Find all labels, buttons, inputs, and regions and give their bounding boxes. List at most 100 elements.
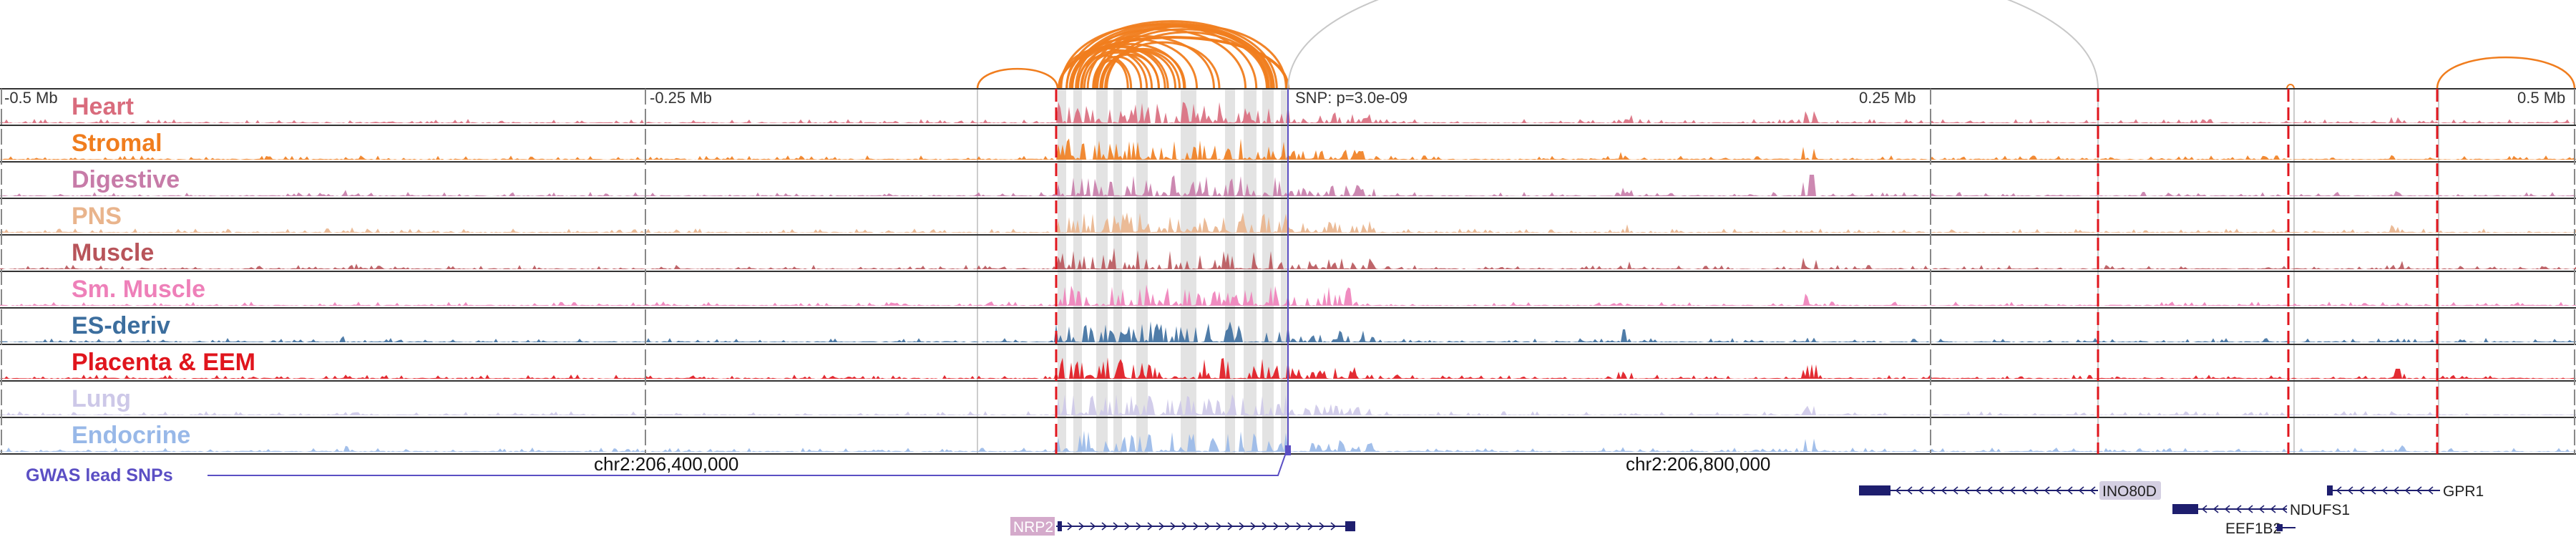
strand-arrow <box>1170 522 1176 531</box>
track-label-placenta: Placenta & EEM <box>72 349 255 376</box>
strand-arrow <box>1136 522 1142 531</box>
strand-arrow <box>2336 486 2342 495</box>
strand-arrow <box>2044 486 2050 495</box>
strand-arrow <box>2347 486 2353 495</box>
track-label-lung: Lung <box>72 385 131 412</box>
gwas-label: GWAS lead SNPs <box>26 465 173 485</box>
gwas-connector <box>208 446 1289 476</box>
strand-arrow <box>2212 505 2219 513</box>
gene-label: NRP2 <box>1013 519 1053 536</box>
track-signal <box>0 175 2576 196</box>
strand-arrow <box>2427 486 2434 495</box>
loop-arc <box>2286 84 2295 90</box>
strand-arrow <box>1895 486 1901 495</box>
track-label-stromal: Stromal <box>72 130 162 157</box>
loop-arc <box>1093 24 1287 90</box>
strand-arrow <box>1941 486 1947 495</box>
gene-label: EEF1B2 <box>2225 521 2281 537</box>
strand-arrow <box>1204 522 1211 531</box>
strand-arrow <box>1262 522 1268 531</box>
gene-gpr1: GPR1 <box>2327 483 2484 500</box>
strand-arrow <box>1918 486 1924 495</box>
strand-arrow <box>2370 486 2376 495</box>
loop-arc <box>1287 0 2099 90</box>
gene-nrp2: NRP2 <box>1010 517 1355 536</box>
strand-arrow <box>2067 486 2073 495</box>
coordinate-label: chr2:206,400,000 <box>594 453 738 475</box>
strand-arrow <box>2381 486 2388 495</box>
gene-exon <box>1058 521 1062 531</box>
strand-arrow <box>2235 505 2242 513</box>
loop-arc <box>1080 49 1161 90</box>
gene-label-bg <box>2099 481 2161 500</box>
strand-arrow <box>1307 522 1314 531</box>
strand-arrow <box>1101 522 1108 531</box>
gwas-track: GWAS lead SNPs <box>26 445 1291 485</box>
loop-arc <box>1094 59 1129 90</box>
strand-arrow <box>1929 486 1936 495</box>
strand-arrow <box>2358 486 2365 495</box>
loop-arc <box>1101 49 1181 90</box>
loop-arc <box>1058 36 1289 90</box>
strand-arrow <box>1273 522 1279 531</box>
strand-arrow <box>2404 486 2411 495</box>
strand-arrow <box>1158 522 1165 531</box>
snp-label: SNP: p=3.0e-09 <box>1295 89 1407 107</box>
gwas-snp-marker <box>1285 445 1291 455</box>
strand-arrow <box>2032 486 2039 495</box>
loop-arc <box>1065 37 1199 90</box>
gene-track: NRP2 INO80D NDUFS1 EEF1B2 <box>1010 481 2484 537</box>
track-label-digestive: Digestive <box>72 166 180 193</box>
axis-tick-label: 0.25 Mb <box>1859 89 1916 107</box>
gene-label: NDUFS1 <box>2290 502 2350 518</box>
strand-arrow <box>1284 522 1291 531</box>
track-label-pns: PNS <box>72 203 122 230</box>
gene-ndufs1: NDUFS1 <box>2172 502 2350 518</box>
strand-arrow <box>2078 486 2084 495</box>
gene-exon <box>2172 504 2198 514</box>
track-label-es-deriv: ES-deriv <box>72 312 170 339</box>
loop-arc <box>2436 56 2576 90</box>
gene-exon <box>2277 524 2283 531</box>
track-signal <box>0 248 2576 269</box>
strand-arrow <box>2281 505 2288 513</box>
region-markers <box>1055 89 2439 454</box>
gene-exon <box>1345 521 1355 531</box>
strand-arrow <box>1193 522 1199 531</box>
strand-arrow <box>2021 486 2027 495</box>
strand-arrow <box>1998 486 2004 495</box>
strand-arrow <box>2258 505 2265 513</box>
strand-arrows <box>2336 486 2434 495</box>
gene-label: INO80D <box>2102 483 2157 500</box>
axis-tick-label: 0.5 Mb <box>2517 89 2565 107</box>
strand-arrow <box>1319 522 1325 531</box>
loop-arc <box>1104 41 1221 90</box>
strand-arrows <box>2201 505 2288 513</box>
strand-arrows <box>1895 486 2096 495</box>
strand-arrow <box>1124 522 1131 531</box>
strand-arrow <box>1078 522 1085 531</box>
axis-tick-label: -0.25 Mb <box>650 89 712 107</box>
gene-exon <box>1859 485 1890 495</box>
strand-arrow <box>1216 522 1222 531</box>
strand-arrow <box>1330 522 1337 531</box>
strand-arrow <box>2089 486 2096 495</box>
strand-arrows <box>1067 522 1337 531</box>
strand-arrow <box>2009 486 2016 495</box>
loop-arc <box>1076 42 1186 90</box>
loop-arcs <box>976 0 2576 90</box>
strand-arrow <box>1952 486 1958 495</box>
strand-arrow <box>1296 522 1302 531</box>
strand-arrow <box>2393 486 2399 495</box>
strand-arrow <box>2247 505 2253 513</box>
strand-arrow <box>1147 522 1153 531</box>
strand-arrow <box>1181 522 1188 531</box>
loop-arc <box>1083 51 1153 90</box>
loop-arc <box>976 67 1059 90</box>
gene-label-bg <box>1010 517 1055 536</box>
coordinate-labels: chr2:206,400,000 chr2:206,800,000 <box>594 453 1770 475</box>
track-label-endocrine: Endocrine <box>72 422 190 449</box>
strand-arrow <box>1250 522 1257 531</box>
strand-arrow <box>1906 486 1913 495</box>
